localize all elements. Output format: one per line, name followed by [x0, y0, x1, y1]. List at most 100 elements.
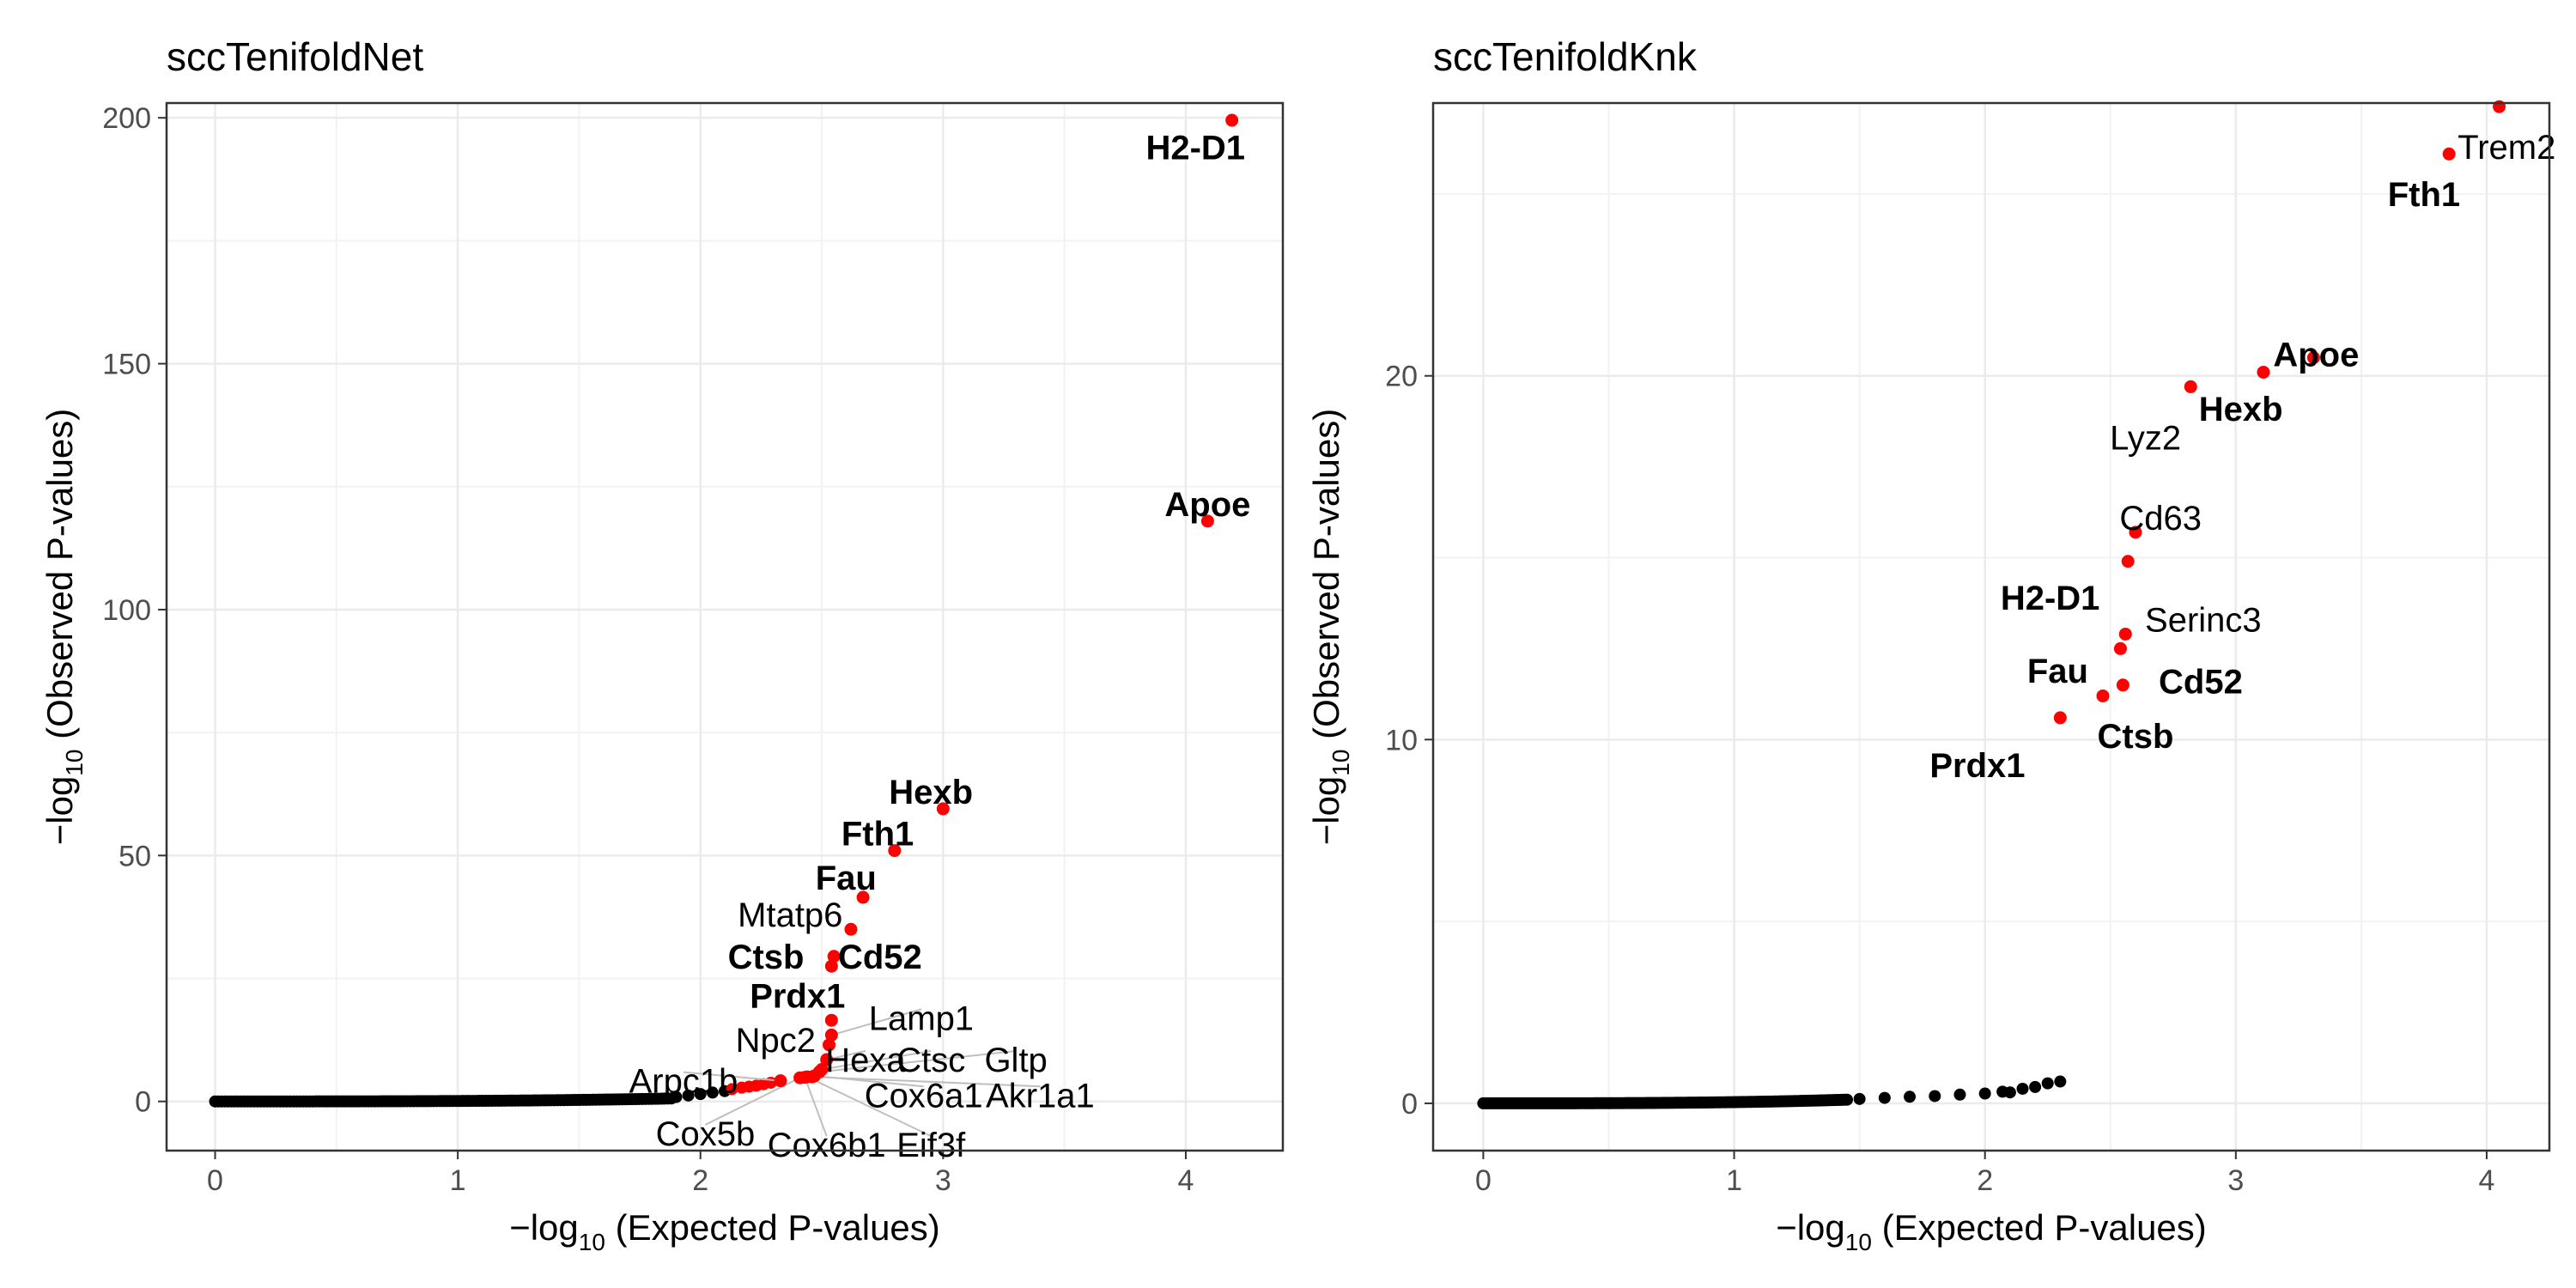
gene-label-h2-d1: H2-D1: [1145, 130, 1245, 167]
significant-point-fau: [856, 890, 870, 904]
gene-label-npc2: Npc2: [736, 1022, 816, 1060]
gene-label-fth1: Fth1: [2388, 176, 2460, 214]
x-tick-label: 2: [1977, 1164, 1993, 1197]
chart-title: sccTenifoldKnk: [1433, 34, 1698, 79]
y-tick-label: 20: [1385, 361, 1418, 393]
x-tick-label: 1: [1726, 1164, 1742, 1197]
y-tick-label: 0: [1401, 1088, 1418, 1121]
y-tick-label: 50: [118, 840, 151, 872]
y-axis-title: −log10 (Observed P-values): [1306, 409, 1354, 846]
gene-label-fth1: Fth1: [841, 816, 914, 854]
y-tick-label: 100: [102, 594, 151, 627]
label-connector: [819, 1050, 1017, 1073]
gene-label-ctsb: Ctsb: [2098, 718, 2174, 756]
y-axis-title-rest: (Observed P-values): [1306, 409, 1346, 750]
y-axis-title: −log10 (Observed P-values): [39, 409, 88, 846]
significant-point-apoe: [2306, 351, 2320, 365]
gene-label-fau: Fau: [816, 860, 877, 897]
gene-label-cd52: Cd52: [838, 939, 922, 976]
nonsignificant-points: [209, 1076, 777, 1108]
label-connector: [811, 1076, 1041, 1088]
chart-title: sccTenifoldNet: [167, 34, 423, 79]
gene-label-eif3f: Eif3f: [896, 1127, 966, 1164]
nonsignificant-points: [1477, 1075, 2067, 1109]
gene-label-ctsb: Ctsb: [728, 939, 805, 976]
nonsignificant-point: [1841, 1093, 1854, 1106]
nonsignificant-point: [1929, 1090, 1941, 1103]
plot-border: [165, 101, 1285, 1152]
nonsignificant-point: [2003, 1086, 2016, 1099]
nonsignificant-point: [1978, 1087, 1991, 1100]
significant-point-ctsb: [824, 959, 838, 973]
x-axis-title-subscript: 10: [579, 1229, 605, 1255]
significant-point-eif3f: [800, 1070, 814, 1084]
significant-point-npc2: [823, 1038, 836, 1052]
x-tick-label: 1: [450, 1164, 466, 1197]
significant-point-mtatp6: [844, 922, 858, 936]
x-axis-title-rest: (Expected P-values): [605, 1207, 940, 1248]
nonsignificant-point: [2016, 1082, 2029, 1095]
gene-label-cox6a1: Cox6a1: [865, 1077, 983, 1115]
gene-label-ctsc: Ctsc: [896, 1042, 965, 1079]
label-connector: [806, 1076, 932, 1138]
x-tick-label: 0: [1475, 1164, 1492, 1197]
x-axis-title-prefix: −log: [509, 1207, 579, 1248]
y-axis-title-subscript: 10: [61, 750, 88, 776]
nonsignificant-point: [2029, 1080, 2042, 1093]
plot-background: [167, 103, 1283, 1151]
gene-label-mtatp6: Mtatp6: [738, 896, 842, 934]
significant-point-lyz2: [2257, 365, 2270, 379]
y-tick-label: 0: [135, 1086, 151, 1119]
significant-point-cd52: [827, 950, 841, 963]
x-tick-label: 4: [1177, 1164, 1194, 1197]
y-axis-title-rest: (Observed P-values): [39, 409, 80, 750]
x-axis-title-prefix: −log: [1776, 1207, 1845, 1248]
label-connector: [821, 1050, 932, 1071]
nonsignificant-point: [694, 1088, 707, 1101]
significant-point-hexa: [820, 1053, 834, 1066]
gene-label-apoe: Apoe: [1164, 486, 1250, 524]
significant-point-cd63: [2129, 526, 2142, 539]
significant-point-h2-d1: [2121, 555, 2135, 568]
significant-point-hexb: [2184, 380, 2197, 393]
gene-label-serinc3: Serinc3: [2145, 602, 2262, 640]
label-connector: [826, 1050, 866, 1061]
y-tick-label: 150: [102, 349, 151, 381]
label-connector: [831, 1008, 922, 1036]
plot-background: [1433, 103, 2549, 1151]
nonsignificant-point: [682, 1089, 695, 1102]
nonsignificant-point: [670, 1091, 683, 1103]
significant-point-lamp1: [824, 1028, 838, 1042]
gene-label-akr1a1: Akr1a1: [986, 1077, 1095, 1115]
x-tick-label: 3: [2227, 1164, 2244, 1197]
significant-point-prdx1: [824, 1013, 838, 1027]
nonsignificant-point: [706, 1086, 719, 1099]
significant-point-ctsb: [2096, 689, 2110, 702]
gene-label-hexb: Hexb: [2199, 391, 2283, 428]
x-tick-label: 3: [935, 1164, 951, 1197]
nonsignificant-point: [1878, 1091, 1891, 1104]
nonsignificant-point: [1853, 1092, 1866, 1105]
x-tick-label: 2: [692, 1164, 708, 1197]
nonsignificant-point: [1904, 1091, 1917, 1103]
plot-border: [1431, 101, 2551, 1152]
significant-point: [726, 1083, 738, 1096]
gene-label-gltp: Gltp: [984, 1042, 1047, 1079]
x-tick-label: 4: [2479, 1164, 2495, 1197]
gene-label-cd63: Cd63: [2119, 500, 2202, 538]
x-tick-label: 0: [207, 1164, 223, 1197]
label-connector: [804, 1077, 828, 1137]
significant-point-fth1: [2442, 147, 2456, 161]
significant-point-cd52: [2116, 678, 2129, 692]
nonsignificant-point: [2041, 1077, 2054, 1090]
y-tick-label: 10: [1385, 724, 1418, 756]
gene-label-prdx1: Prdx1: [1929, 747, 2025, 785]
gene-label-cd52: Cd52: [2159, 664, 2243, 702]
significant-point-hexb: [936, 802, 950, 816]
nonsignificant-point: [2054, 1075, 2067, 1088]
gene-label-lamp1: Lamp1: [869, 999, 974, 1037]
significant-point-apoe: [1200, 514, 1214, 528]
gene-label-apoe: Apoe: [2273, 336, 2359, 374]
